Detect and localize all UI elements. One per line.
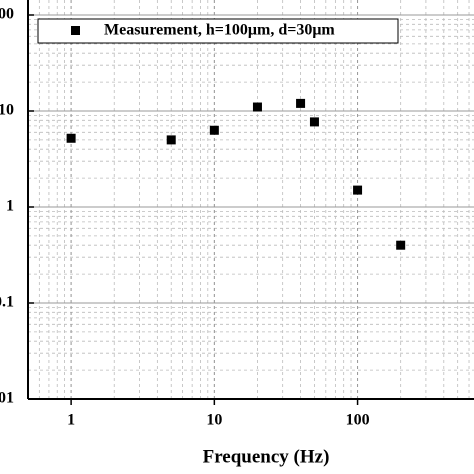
y-tick-label: 0.1 bbox=[0, 294, 14, 311]
x-tick-label: 100 bbox=[346, 412, 370, 429]
x-tick-label: 10 bbox=[206, 412, 222, 429]
y-tick-label: 0.01 bbox=[0, 390, 14, 407]
point bbox=[309, 117, 319, 127]
point bbox=[252, 102, 262, 112]
point bbox=[396, 240, 406, 250]
point bbox=[209, 125, 219, 135]
point bbox=[353, 185, 363, 195]
point bbox=[166, 135, 176, 145]
y-tick-label: 100 bbox=[0, 6, 14, 23]
y-tick-label: 10 bbox=[0, 102, 14, 119]
x-tick-label: 1 bbox=[67, 412, 75, 429]
y-tick-label: 1 bbox=[6, 198, 14, 215]
point bbox=[66, 133, 76, 143]
legend-box bbox=[37, 18, 399, 44]
legend-label: Measurement, h=100μm, d=30μm bbox=[104, 22, 335, 39]
point bbox=[296, 98, 306, 108]
legend-marker bbox=[71, 26, 80, 35]
x-axis-label: Frequency (Hz) bbox=[203, 446, 330, 467]
